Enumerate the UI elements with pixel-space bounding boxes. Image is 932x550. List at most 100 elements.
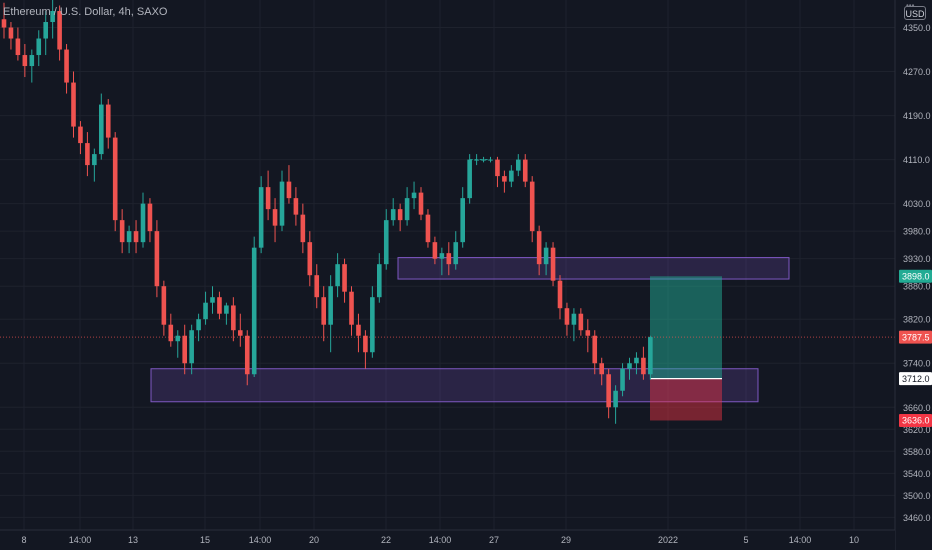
candle[interactable] (641, 346, 646, 380)
candle[interactable] (154, 220, 160, 298)
candle[interactable] (196, 313, 201, 342)
candle[interactable] (648, 335, 653, 380)
candle[interactable] (71, 71, 76, 138)
candle[interactable] (36, 30, 42, 67)
candle[interactable] (585, 319, 591, 353)
candle[interactable] (404, 187, 410, 226)
candle[interactable] (418, 187, 424, 221)
candle[interactable] (8, 22, 14, 50)
candle[interactable] (592, 330, 598, 375)
candle[interactable] (557, 275, 563, 320)
candle[interactable] (272, 198, 278, 243)
candle[interactable] (57, 5, 62, 61)
price-tag-last[interactable]: 3787.5 (899, 330, 932, 344)
candle[interactable] (453, 231, 459, 270)
candle[interactable] (536, 225, 542, 276)
candle[interactable] (258, 176, 264, 254)
candle[interactable] (217, 291, 222, 320)
candle[interactable] (314, 264, 320, 309)
candle[interactable] (363, 330, 368, 369)
candle[interactable] (411, 181, 417, 210)
candle[interactable] (613, 385, 618, 424)
candle[interactable] (99, 93, 104, 160)
candle[interactable] (439, 247, 445, 276)
candle[interactable] (383, 209, 389, 270)
candle[interactable] (571, 308, 577, 342)
candle[interactable] (321, 286, 326, 342)
candle[interactable] (390, 198, 396, 226)
candle[interactable] (29, 49, 35, 83)
candle[interactable] (432, 236, 438, 265)
candle[interactable] (119, 209, 125, 254)
price-tag-stop[interactable]: 3636.0 (899, 413, 932, 427)
candle[interactable] (92, 148, 97, 182)
candle[interactable] (342, 258, 347, 303)
time-axis[interactable]: 8 14:00 13 15 14:00 20 22 14:00 27 29 2022 5 14:00 10 (0, 529, 895, 550)
candle[interactable] (307, 231, 313, 287)
candle[interactable] (175, 330, 181, 358)
candle[interactable] (370, 286, 375, 358)
candle[interactable] (78, 121, 83, 155)
candle[interactable] (543, 242, 549, 276)
candle[interactable] (140, 192, 146, 248)
symbol-title[interactable]: Ethereum / U.S. Dollar, 4h, SAXO (3, 6, 168, 18)
candle[interactable] (293, 187, 299, 226)
candle[interactable] (328, 275, 333, 353)
candle[interactable] (335, 253, 340, 298)
candle[interactable] (251, 236, 257, 377)
candle[interactable] (279, 170, 285, 232)
candle[interactable] (397, 203, 403, 232)
candle[interactable] (467, 154, 472, 204)
candle[interactable] (85, 132, 90, 177)
candle[interactable] (564, 302, 570, 336)
candle[interactable] (599, 357, 604, 386)
candle[interactable] (224, 302, 229, 325)
candle[interactable] (161, 280, 167, 336)
candle[interactable] (446, 242, 452, 276)
candle[interactable] (126, 225, 132, 254)
candle[interactable] (147, 198, 153, 243)
candle[interactable] (50, 0, 55, 39)
candle[interactable] (377, 253, 382, 303)
candle[interactable] (606, 368, 611, 419)
candle[interactable] (627, 357, 632, 380)
candle[interactable] (1, 2, 7, 39)
candle[interactable] (64, 44, 69, 94)
candle[interactable] (460, 187, 465, 248)
candle[interactable] (550, 242, 556, 287)
candle[interactable] (516, 154, 521, 177)
candle[interactable] (502, 170, 507, 193)
settings-dots-icon[interactable]: ••• (906, 1, 915, 10)
candle[interactable] (231, 297, 236, 342)
candle[interactable] (300, 203, 306, 254)
candle[interactable] (133, 220, 139, 254)
currency-badge[interactable]: USD (904, 6, 926, 20)
price-axis[interactable]: 4350.0 4270.0 4190.0 4110.0 4030.0 3980.0 3930… (894, 0, 932, 550)
candle[interactable] (522, 154, 528, 188)
candle[interactable] (356, 313, 361, 353)
candle[interactable] (43, 11, 48, 56)
candle[interactable] (189, 324, 194, 375)
candle[interactable] (481, 156, 486, 163)
price-tag-target[interactable]: 3898.0 (899, 269, 932, 283)
stop-zone[interactable] (650, 378, 722, 421)
candle[interactable] (168, 313, 174, 347)
candle[interactable] (634, 352, 639, 375)
candle[interactable] (238, 313, 243, 347)
candle[interactable] (15, 27, 21, 61)
candle[interactable] (244, 330, 250, 386)
target-zone[interactable] (650, 276, 722, 379)
price-tag-entry[interactable]: 3712.0 (899, 372, 932, 386)
candle[interactable] (349, 286, 354, 336)
resistance-zone[interactable] (397, 257, 790, 280)
candle[interactable] (265, 170, 271, 221)
candle[interactable] (578, 308, 584, 336)
candle[interactable] (105, 99, 111, 149)
candle[interactable] (286, 165, 292, 204)
candle[interactable] (22, 44, 28, 78)
candle[interactable] (529, 176, 535, 243)
candle[interactable] (203, 291, 208, 325)
candle[interactable] (210, 286, 215, 314)
candle[interactable] (112, 132, 118, 232)
